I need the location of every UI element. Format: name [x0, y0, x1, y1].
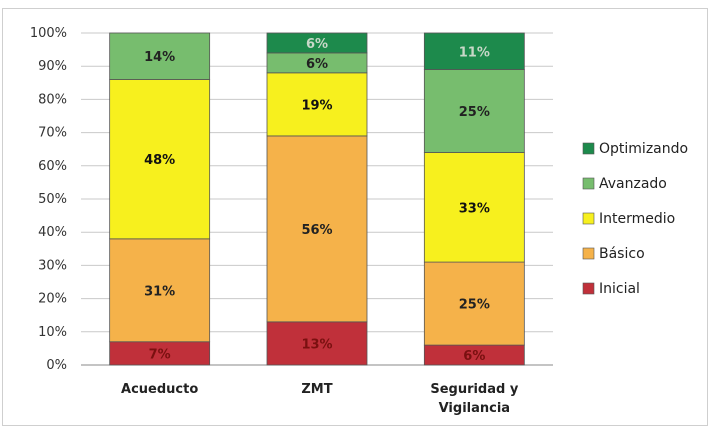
- chart-frame: 0% 10% 20% 30% 40% 50% 60% 70% 80% 90% 100% 7% 31% 48…: [2, 8, 708, 426]
- legend-swatch: [582, 177, 595, 190]
- legend-label: Optimizando: [599, 141, 688, 157]
- y-tick-label: 0%: [46, 358, 67, 373]
- bar-segment: [109, 79, 211, 240]
- y-tick-label: 50%: [38, 192, 67, 207]
- bar-segment: [109, 32, 211, 80]
- data-label: 56%: [301, 223, 332, 238]
- data-label: 7%: [149, 347, 171, 362]
- legend-label: Inicial: [599, 281, 640, 297]
- legend-swatch: [582, 212, 595, 225]
- y-tick-label: 20%: [38, 292, 67, 307]
- y-tick-label: 30%: [38, 258, 67, 273]
- x-category-label: ZMT: [301, 382, 332, 397]
- y-tick-label: 60%: [38, 159, 67, 174]
- bar-segment: [423, 152, 525, 263]
- y-tick-label: 70%: [38, 126, 67, 141]
- bar-segment: [423, 69, 525, 153]
- legend-label: Intermedio: [599, 211, 675, 227]
- y-tick-label: 10%: [38, 325, 67, 340]
- data-label: 25%: [459, 298, 490, 313]
- x-category-label: Seguridad y: [430, 382, 519, 397]
- bar-segment: [109, 238, 211, 343]
- bar-segment: [266, 72, 368, 137]
- data-label: 33%: [459, 201, 490, 216]
- data-label: 14%: [144, 50, 175, 65]
- stacked-bar-chart: 0% 10% 20% 30% 40% 50% 60% 70% 80% 90% 100% 7% 31% 48…: [30, 26, 688, 416]
- x-category-label: Vigilancia: [439, 401, 510, 416]
- bar-segment: [266, 135, 368, 323]
- bar-segment: [266, 321, 368, 366]
- data-label: 19%: [301, 98, 332, 113]
- legend-swatch: [582, 247, 595, 260]
- y-tick-label: 90%: [38, 59, 67, 74]
- data-label: 13%: [301, 337, 332, 352]
- y-tick-label: 80%: [38, 92, 67, 107]
- data-label: 6%: [306, 37, 328, 52]
- legend-swatch: [582, 282, 595, 295]
- bar-segment: [423, 32, 525, 70]
- x-category-label: Acueducto: [121, 382, 198, 397]
- legend-swatch: [582, 142, 595, 155]
- legend-label: Básico: [599, 246, 645, 262]
- data-label: 6%: [306, 57, 328, 72]
- bar-segment: [423, 261, 525, 346]
- data-label: 6%: [463, 349, 485, 364]
- bar-segment: [266, 32, 368, 54]
- y-tick-label: 40%: [38, 225, 67, 240]
- data-label: 31%: [144, 284, 175, 299]
- data-label: 11%: [459, 45, 490, 60]
- data-label: 25%: [459, 105, 490, 120]
- y-tick-label: 100%: [30, 26, 67, 41]
- data-label: 48%: [144, 153, 175, 168]
- legend-label: Avanzado: [599, 176, 667, 192]
